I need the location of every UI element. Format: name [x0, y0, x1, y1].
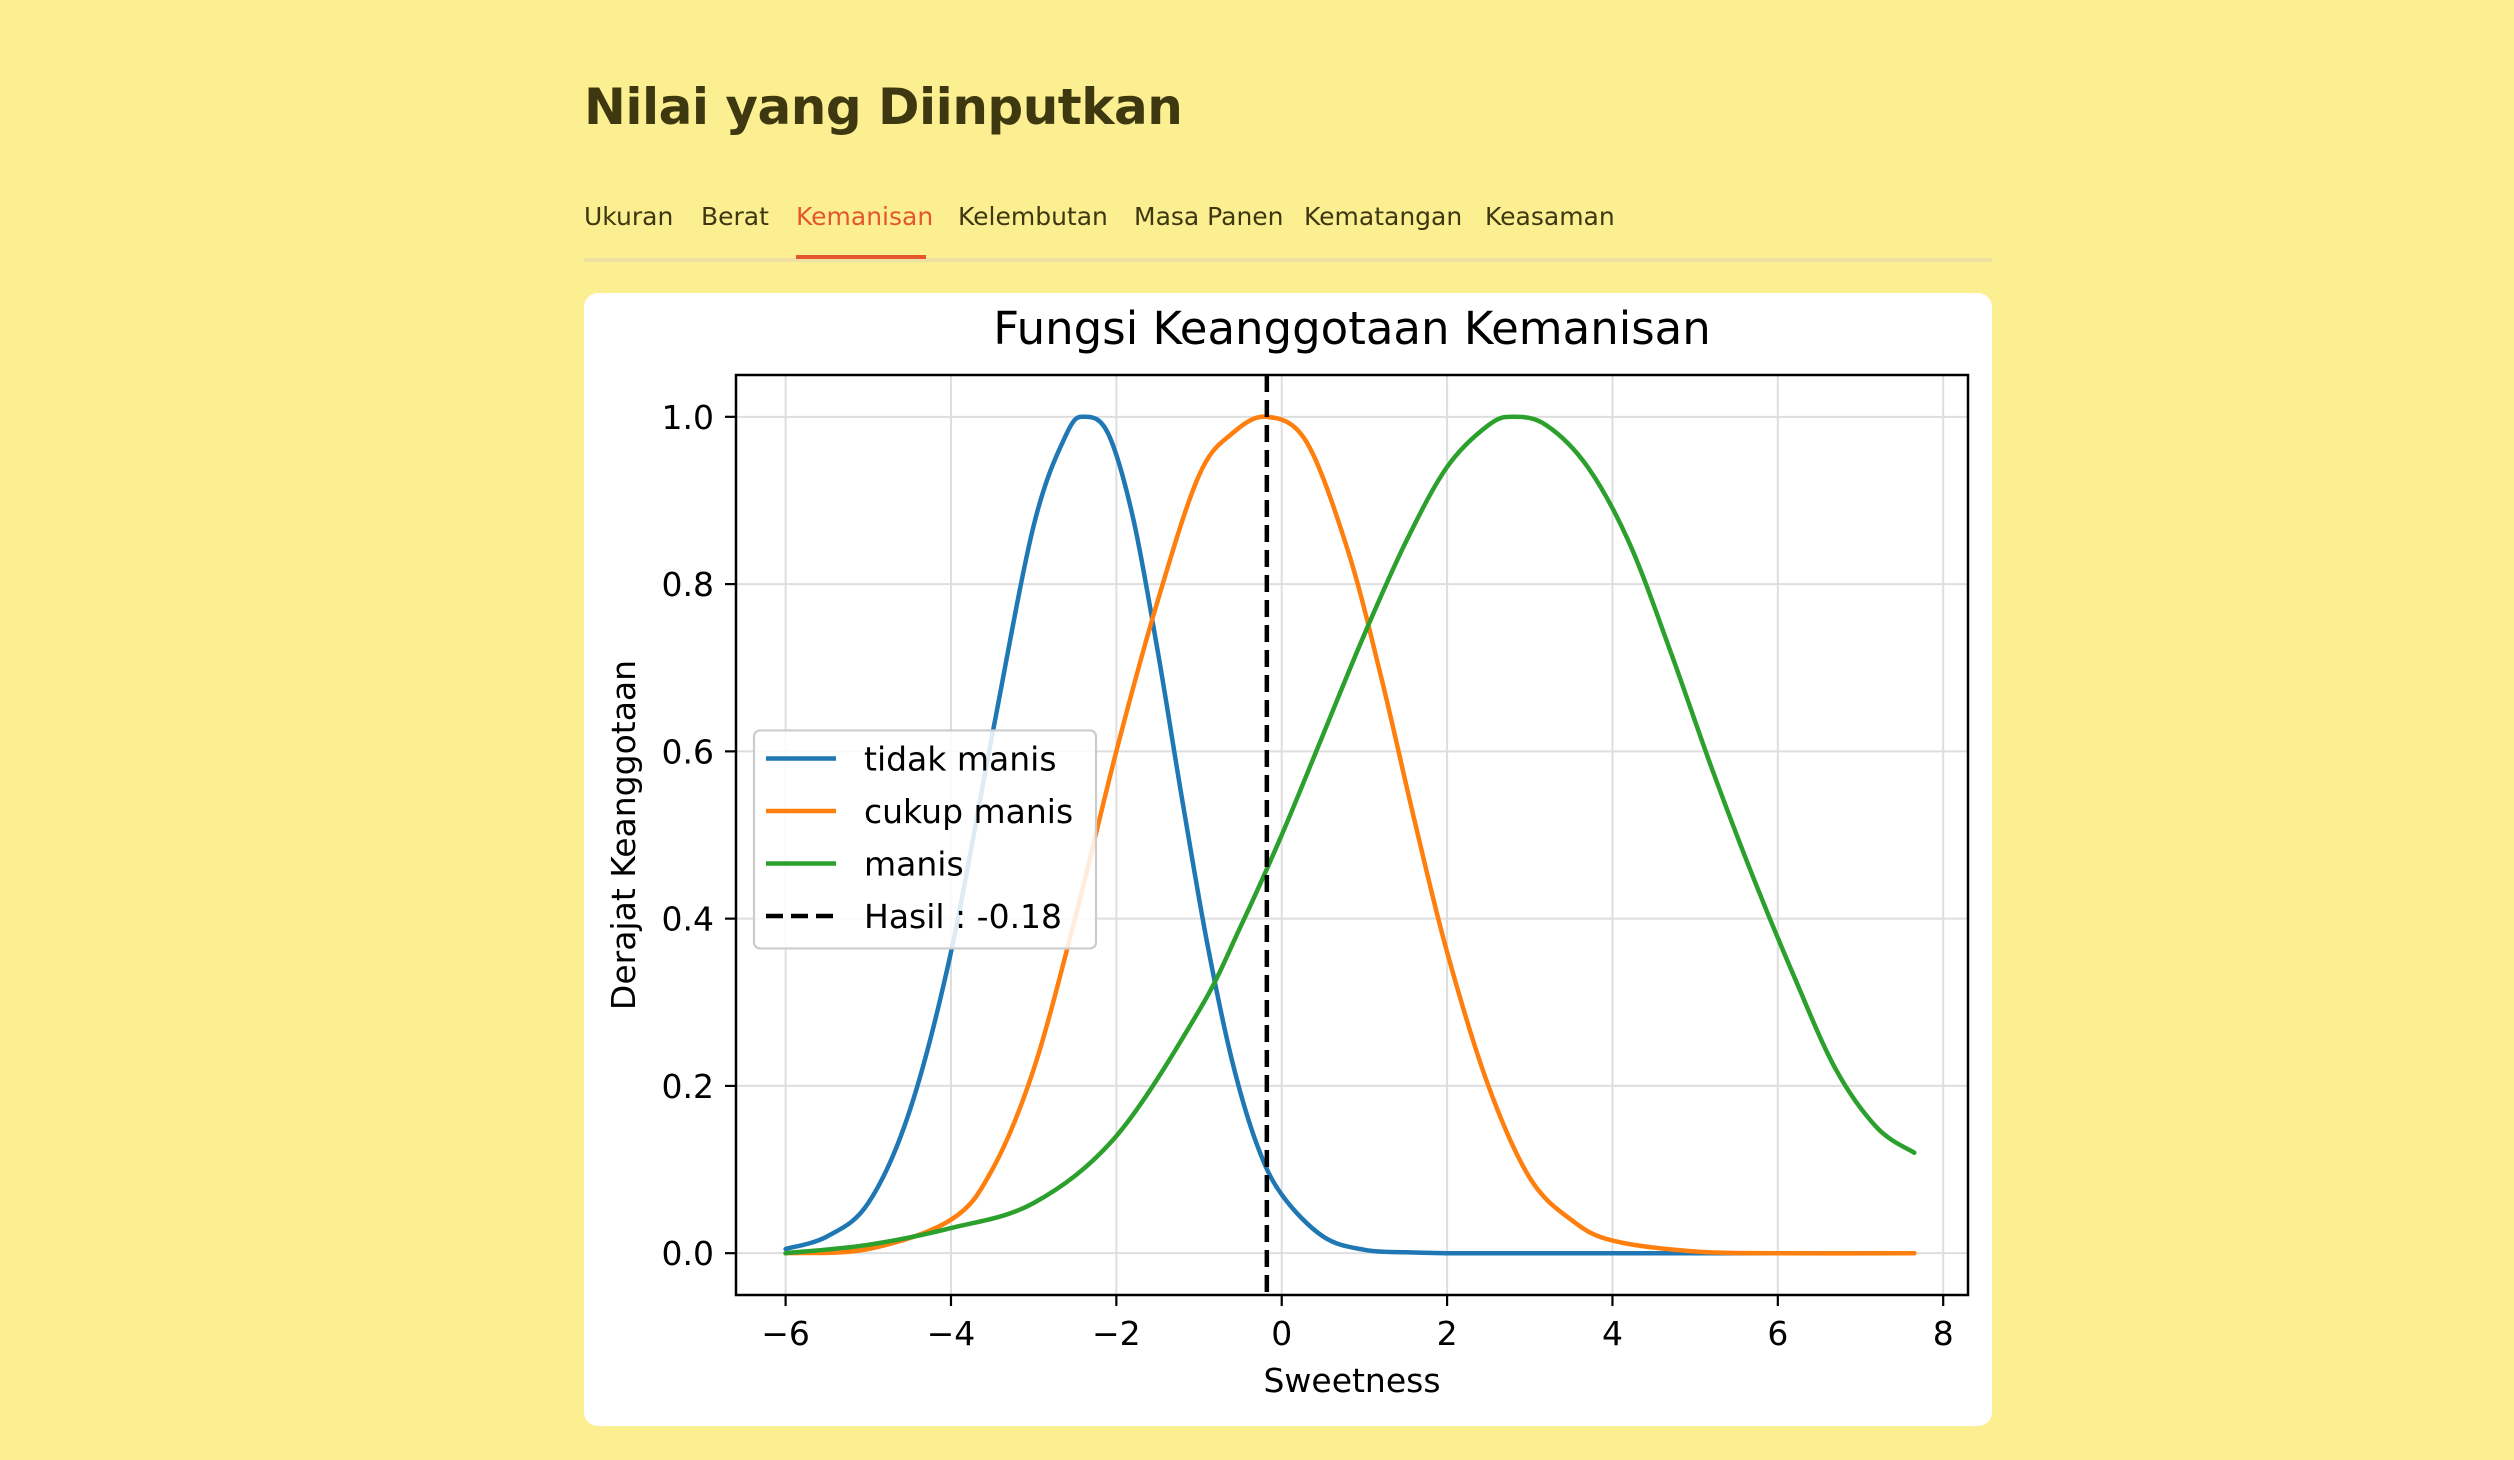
legend-label: tidak manis: [864, 739, 1057, 778]
tab-kematangan[interactable]: Kematangan: [1304, 202, 1463, 231]
x-tick-label: −6: [761, 1314, 810, 1353]
tab-keasaman[interactable]: Keasaman: [1485, 202, 1615, 231]
y-tick-label: 0.2: [662, 1067, 714, 1106]
plot-area-frame: [734, 373, 1970, 1297]
tab-kemanisan[interactable]: Kemanisan: [796, 202, 934, 231]
tab-ukuran[interactable]: Ukuran: [584, 202, 674, 231]
y-axis-label: Derajat Keanggotaan: [604, 660, 643, 1010]
x-tick-label: −2: [1092, 1314, 1141, 1353]
page-title: Nilai yang Diinputkan: [584, 78, 1183, 136]
chart-card: −6 −4 −2 0 2 4 6 8 0.0 0.2 0.4 0.6 0.8 1.0 Fungsi Kea…: [584, 293, 1992, 1426]
y-tick-label: 1.0: [662, 398, 714, 437]
active-tab-indicator: [796, 255, 926, 259]
x-tick-label: 4: [1602, 1314, 1623, 1353]
tab-masa-panen[interactable]: Masa Panen: [1134, 202, 1284, 231]
x-tick-label: −4: [927, 1314, 976, 1353]
legend-label: manis: [864, 844, 964, 883]
x-tick-label: 6: [1767, 1314, 1788, 1353]
tab-berat[interactable]: Berat: [701, 202, 769, 231]
chart-title: Fungsi Keanggotaan Kemanisan: [993, 302, 1711, 355]
axis-ticks: −6 −4 −2 0 2 4 6 8 0.0 0.2 0.4 0.6 0.8 1.0: [662, 398, 1954, 1353]
series-line-2: [783, 414, 1917, 1256]
series-lines: [783, 375, 1917, 1295]
legend: tidak manis cukup manis manis Hasil : -0.18: [752, 729, 1098, 950]
tab-bar: Ukuran Berat Kemanisan Kelembutan Masa P…: [584, 192, 1992, 262]
x-tick-label: 0: [1271, 1314, 1292, 1353]
legend-label: cukup manis: [864, 792, 1073, 831]
membership-chart: −6 −4 −2 0 2 4 6 8 0.0 0.2 0.4 0.6 0.8 1.0 Fungsi Kea…: [604, 302, 1970, 1400]
tab-kelembutan[interactable]: Kelembutan: [958, 202, 1108, 231]
legend-label: Hasil : -0.18: [864, 897, 1062, 936]
x-axis-label: Sweetness: [1263, 1361, 1440, 1400]
y-tick-label: 0.6: [662, 732, 714, 771]
x-tick-label: 8: [1933, 1314, 1954, 1353]
y-tick-label: 0.0: [662, 1234, 714, 1273]
y-tick-label: 0.8: [662, 565, 714, 604]
legend-box: [752, 729, 1098, 950]
y-tick-label: 0.4: [662, 900, 714, 939]
series-line-1: [783, 414, 1917, 1256]
x-tick-label: 2: [1437, 1314, 1458, 1353]
